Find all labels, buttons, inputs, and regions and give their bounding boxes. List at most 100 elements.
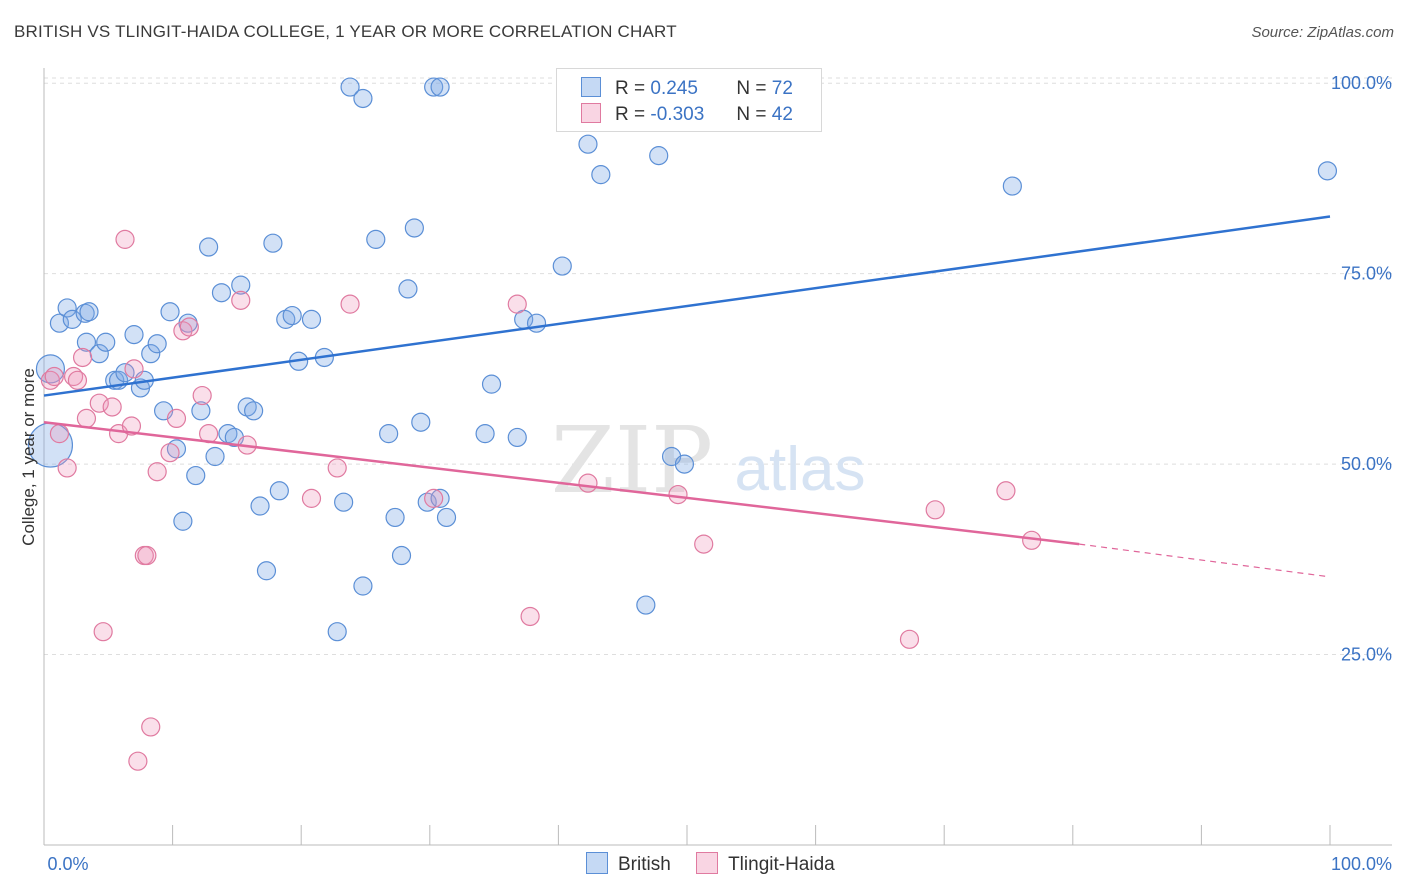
tlingit-point (996, 481, 1016, 501)
british-point (366, 229, 386, 249)
tlingit-point (115, 229, 135, 249)
british-point (526, 313, 547, 333)
y-axis-label: College, 1 year or more (19, 368, 38, 546)
british-point (591, 165, 611, 185)
british-point (391, 545, 412, 566)
british-point (147, 334, 167, 354)
british-point (385, 507, 405, 528)
british-point (507, 427, 527, 448)
legend-row-tlingit: R = -0.303 N = 42 (581, 103, 793, 127)
tlingit-point (44, 366, 64, 387)
tlingit-point (231, 290, 251, 310)
watermark-zip: ZIP (551, 407, 713, 514)
tick-labels: 25.0% 50.0% 75.0% 100.0% 0.0% 100.0% (47, 73, 1392, 874)
y-tick-label: 50.0% (1341, 454, 1392, 474)
tlingit-point (301, 488, 322, 508)
british-point (76, 332, 97, 352)
british-point (327, 622, 347, 642)
british-point (211, 283, 232, 303)
british-r-value: 0.245 (650, 78, 698, 99)
x-tick-label-min: 0.0% (47, 854, 88, 874)
y-tick-label: 100.0% (1331, 73, 1392, 93)
british-r-label: R = (615, 78, 646, 99)
british-legend-label: British (618, 854, 671, 875)
chart-title: BRITISH VS TLINGIT-HAIDA COLLEGE, 1 YEAR… (14, 22, 677, 41)
tlingit-point (137, 545, 157, 566)
x-tick-label-max: 100.0% (1331, 854, 1392, 874)
tlingit-point (694, 534, 714, 554)
british-point (301, 309, 322, 329)
legend-item-tlingit[interactable]: Tlingit-Haida (696, 852, 835, 876)
tlingit-r-value: -0.303 (650, 104, 705, 125)
british-point (649, 146, 669, 166)
tlingit-n-label: N = (736, 104, 767, 125)
british-point (256, 561, 277, 581)
british-point (475, 424, 495, 444)
tlingit-swatch (581, 103, 601, 123)
tlingit-point (141, 717, 161, 737)
british-point (424, 77, 444, 97)
british-point (411, 412, 431, 432)
tlingit-point (57, 458, 77, 478)
tlingit-point (147, 462, 167, 482)
tlingit-point (76, 408, 97, 429)
tlingit-point (578, 473, 598, 493)
british-point (436, 507, 457, 528)
tlingit-trend-line (43, 420, 1080, 546)
y-tick-label: 75.0% (1341, 264, 1392, 284)
british-point (1317, 161, 1338, 181)
british-point (552, 256, 572, 276)
series-british-points (27, 77, 1338, 642)
british-point (398, 279, 418, 299)
chart-source: Source: ZipAtlas.com (1251, 24, 1394, 41)
correlation-legend: R = 0.245 N = 72 R = -0.303 N = 42 (556, 68, 822, 132)
watermark: ZIP atlas (551, 407, 866, 514)
tlingit-point (93, 622, 113, 642)
tlingit-point (89, 393, 109, 413)
british-point (1002, 176, 1022, 196)
trend-lines (43, 215, 1331, 578)
british-swatch (581, 77, 601, 97)
axes (43, 68, 1392, 846)
tlingit-point (40, 370, 61, 390)
british-point (124, 325, 144, 345)
tlingit-point (424, 488, 444, 508)
legend-item-british[interactable]: British (586, 852, 671, 876)
british-point (205, 446, 225, 467)
series-tlingit-points (40, 229, 1042, 771)
tlingit-point (925, 500, 945, 520)
british-point (141, 344, 161, 364)
british-point (353, 576, 373, 596)
legend-row-british: R = 0.245 N = 72 (581, 77, 793, 101)
british-point (199, 237, 219, 257)
british-point (674, 454, 695, 474)
tlingit-point (179, 317, 199, 337)
british-point (404, 218, 424, 238)
british-point (173, 511, 193, 531)
british-legend-swatch (586, 852, 608, 874)
tlingit-trend-extension (1079, 543, 1331, 578)
tlingit-point (327, 458, 347, 478)
british-trend-line (43, 215, 1331, 397)
tlingit-point (72, 347, 93, 368)
british-point (430, 77, 450, 97)
british-point (79, 302, 99, 322)
tlingit-point (166, 408, 187, 429)
tlingit-point (121, 416, 142, 436)
tlingit-point (160, 443, 180, 463)
british-point (353, 88, 373, 109)
british-point (481, 374, 502, 394)
british-point (57, 298, 77, 318)
british-point (250, 496, 270, 516)
tlingit-point (520, 606, 540, 627)
tlingit-point (67, 370, 88, 390)
british-point (282, 305, 302, 326)
british-point (244, 401, 264, 421)
british-point (578, 134, 598, 154)
tlingit-point (507, 294, 527, 314)
british-point (269, 481, 289, 501)
y-tick-label: 25.0% (1341, 645, 1392, 665)
british-point (96, 332, 116, 352)
tlingit-point (49, 424, 70, 444)
